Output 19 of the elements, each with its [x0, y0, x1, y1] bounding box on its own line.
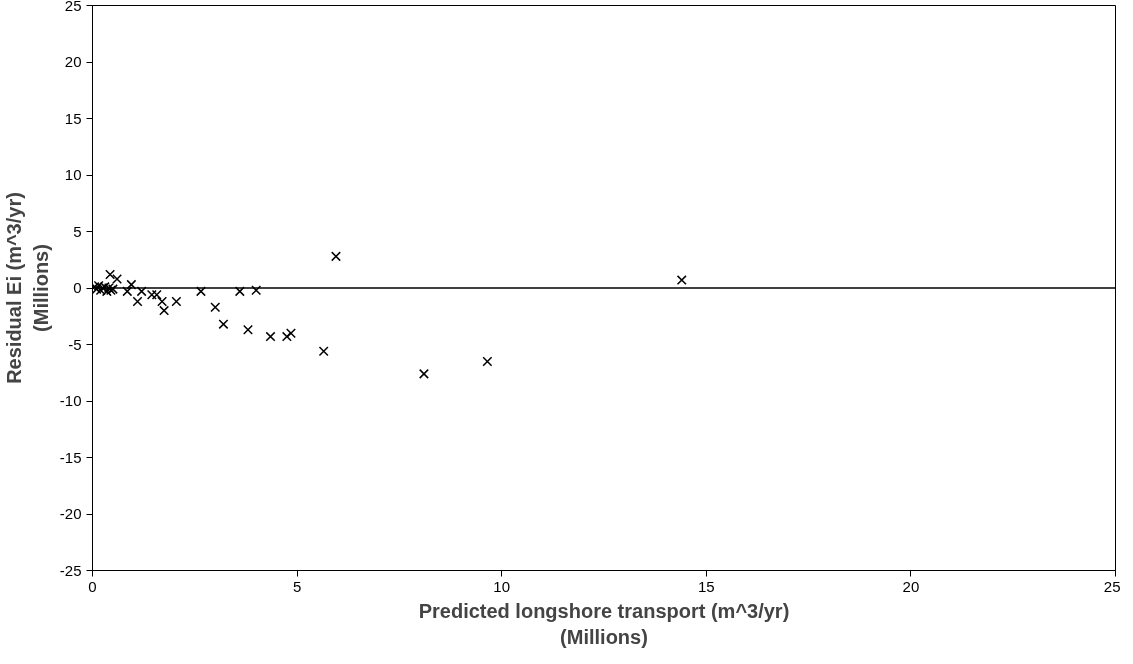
y-tick-label: 0 — [73, 279, 82, 296]
x-tick-label: 15 — [697, 577, 715, 595]
y-axis-title: Residual Ei (m^3/yr) (Millions) — [3, 192, 52, 384]
x-tick-label: 20 — [902, 577, 920, 595]
y-tick-label: -5 — [68, 335, 82, 353]
y-tick-label: 5 — [73, 222, 82, 240]
y-tick-label: -25 — [59, 561, 82, 579]
y-tick-label: 15 — [64, 109, 82, 127]
x-axis-title: Predicted longshore transport (m^3/yr) (Millions) — [418, 599, 790, 648]
y-tick-label: -15 — [59, 448, 82, 466]
x-tick-label: 5 — [292, 577, 302, 595]
x-tick-label: 0 — [88, 577, 97, 595]
y-tick-label: -20 — [59, 505, 82, 522]
y-tick-label: -10 — [59, 392, 82, 409]
x-tick-label: 10 — [493, 577, 511, 595]
x-tick-label: 25 — [1103, 577, 1121, 595]
y-tick-label: 20 — [64, 53, 82, 70]
y-tick-label: 25 — [64, 0, 82, 14]
y-tick-label: 10 — [64, 166, 82, 183]
